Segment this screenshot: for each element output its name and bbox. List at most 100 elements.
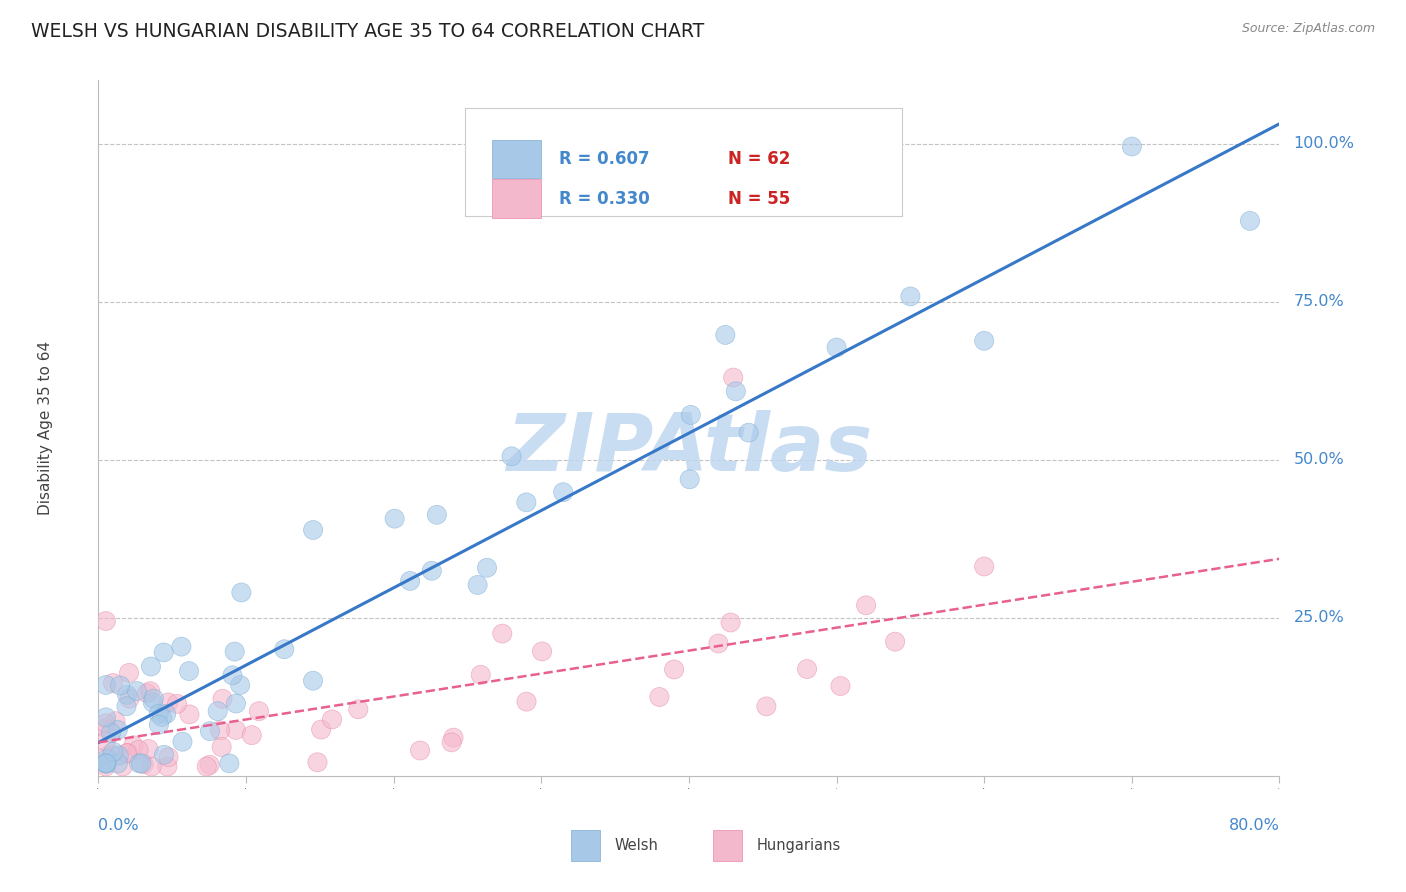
FancyBboxPatch shape (571, 830, 600, 862)
Ellipse shape (149, 715, 169, 734)
Ellipse shape (478, 558, 496, 577)
Ellipse shape (138, 683, 156, 703)
Ellipse shape (226, 694, 246, 713)
Text: Welsh: Welsh (614, 838, 658, 853)
Ellipse shape (159, 747, 179, 767)
Ellipse shape (554, 483, 572, 501)
Ellipse shape (249, 702, 269, 721)
Ellipse shape (156, 705, 176, 723)
Ellipse shape (145, 690, 163, 708)
Ellipse shape (411, 741, 430, 760)
Ellipse shape (211, 721, 229, 739)
Ellipse shape (149, 705, 169, 723)
Ellipse shape (212, 738, 231, 756)
Ellipse shape (827, 338, 846, 357)
Ellipse shape (143, 693, 162, 712)
Ellipse shape (304, 521, 323, 540)
Ellipse shape (200, 756, 219, 774)
Ellipse shape (96, 708, 115, 727)
Ellipse shape (180, 705, 200, 724)
Ellipse shape (96, 718, 115, 738)
Ellipse shape (304, 671, 322, 690)
Ellipse shape (97, 749, 117, 769)
Ellipse shape (108, 721, 128, 739)
Ellipse shape (533, 642, 551, 661)
Text: R = 0.607: R = 0.607 (560, 150, 650, 168)
Ellipse shape (901, 287, 920, 306)
Ellipse shape (349, 700, 368, 719)
Ellipse shape (97, 754, 117, 772)
Ellipse shape (173, 732, 193, 751)
Ellipse shape (727, 382, 745, 401)
Ellipse shape (212, 690, 232, 708)
Text: WELSH VS HUNGARIAN DISABILITY AGE 35 TO 64 CORRELATION CHART: WELSH VS HUNGARIAN DISABILITY AGE 35 TO … (31, 22, 704, 41)
Ellipse shape (129, 740, 148, 759)
FancyBboxPatch shape (492, 179, 541, 218)
Text: R = 0.330: R = 0.330 (560, 190, 650, 208)
Ellipse shape (1240, 211, 1260, 230)
Ellipse shape (96, 714, 115, 733)
Text: N = 55: N = 55 (728, 190, 790, 208)
Ellipse shape (422, 561, 441, 581)
Ellipse shape (740, 423, 758, 442)
Text: Source: ZipAtlas.com: Source: ZipAtlas.com (1241, 22, 1375, 36)
Ellipse shape (142, 657, 160, 676)
Ellipse shape (132, 754, 150, 772)
Ellipse shape (97, 754, 117, 772)
Ellipse shape (96, 612, 115, 631)
Ellipse shape (427, 505, 447, 524)
Ellipse shape (96, 731, 115, 751)
Ellipse shape (856, 596, 876, 615)
Ellipse shape (242, 726, 262, 745)
Ellipse shape (665, 660, 683, 679)
Ellipse shape (222, 665, 242, 685)
Ellipse shape (219, 754, 239, 772)
Ellipse shape (111, 676, 129, 695)
Ellipse shape (103, 745, 121, 764)
FancyBboxPatch shape (713, 830, 742, 862)
Ellipse shape (120, 690, 139, 708)
Ellipse shape (112, 757, 132, 776)
Ellipse shape (159, 693, 177, 712)
Ellipse shape (322, 710, 342, 729)
Ellipse shape (96, 754, 115, 772)
Text: 50.0%: 50.0% (1294, 452, 1344, 467)
Ellipse shape (974, 557, 994, 576)
Ellipse shape (118, 685, 136, 704)
Text: 0.0%: 0.0% (98, 818, 139, 833)
Ellipse shape (120, 664, 139, 682)
Ellipse shape (197, 757, 217, 776)
Ellipse shape (492, 624, 512, 643)
Ellipse shape (108, 754, 128, 772)
Ellipse shape (471, 665, 491, 684)
Ellipse shape (401, 572, 419, 591)
Ellipse shape (1122, 137, 1142, 156)
Ellipse shape (118, 744, 138, 763)
Ellipse shape (681, 470, 699, 489)
Ellipse shape (117, 697, 136, 715)
Ellipse shape (128, 681, 146, 700)
Ellipse shape (208, 702, 228, 721)
Ellipse shape (101, 723, 121, 742)
Ellipse shape (308, 753, 328, 772)
Ellipse shape (441, 733, 461, 752)
Text: Hungarians: Hungarians (756, 838, 841, 853)
Ellipse shape (97, 747, 117, 766)
Ellipse shape (104, 742, 122, 761)
Ellipse shape (724, 368, 742, 387)
Ellipse shape (444, 728, 463, 747)
Ellipse shape (274, 640, 294, 658)
Ellipse shape (231, 675, 250, 695)
Ellipse shape (172, 637, 191, 657)
Ellipse shape (886, 632, 904, 651)
Ellipse shape (232, 583, 250, 602)
Ellipse shape (797, 659, 817, 679)
Text: ZIPAtlas: ZIPAtlas (506, 410, 872, 488)
Ellipse shape (96, 754, 115, 772)
Ellipse shape (96, 754, 115, 772)
Ellipse shape (226, 721, 246, 739)
Ellipse shape (105, 712, 125, 731)
Ellipse shape (110, 746, 128, 765)
Ellipse shape (756, 697, 776, 716)
Ellipse shape (139, 739, 157, 758)
